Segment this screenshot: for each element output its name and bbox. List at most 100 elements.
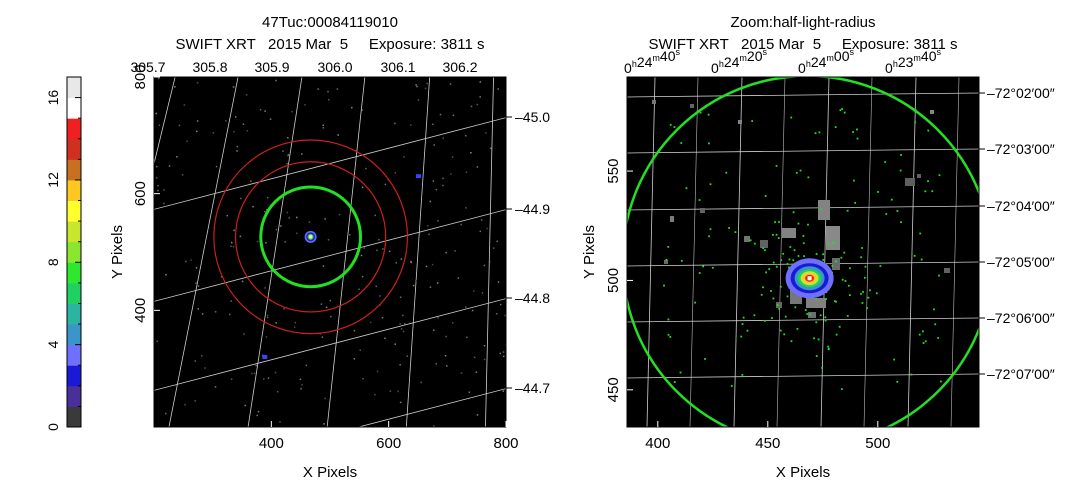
event-dot (854, 201, 857, 204)
event-dot (839, 109, 842, 112)
event-dot (940, 380, 942, 383)
y-tick-label: 550 (605, 159, 622, 184)
event-dot (893, 358, 896, 361)
colorbar-swatch (67, 138, 81, 160)
background-event (460, 223, 463, 226)
background-event (382, 248, 384, 250)
event-dot (772, 297, 775, 300)
event-dot (799, 169, 802, 172)
background-event (486, 227, 488, 230)
background-event (481, 292, 484, 294)
ra-grid-line (646, 77, 656, 427)
event-dot (910, 373, 913, 376)
event-dot (884, 161, 887, 163)
panel-zoom-y-ticks: 450 500 550 (605, 159, 633, 402)
background-event (186, 140, 188, 143)
background-event (361, 109, 363, 111)
panel-zoom-dec-ticks: –72°02′00″ –72°03′00″ –72°04′00″ –72°05′00″… (979, 85, 1055, 382)
background-event (485, 132, 487, 134)
background-event (353, 358, 356, 360)
background-event (317, 88, 319, 90)
gray-pixel (738, 120, 742, 124)
background-event (425, 265, 428, 268)
ra-tick-label: 305.8 (192, 59, 227, 75)
background-event (376, 370, 379, 373)
background-event (420, 381, 422, 384)
background-event (465, 134, 467, 137)
event-dot (937, 337, 940, 339)
event-dot (765, 271, 768, 274)
y-tick-label: 800 (132, 64, 149, 89)
event-dot (802, 235, 805, 237)
background-event (196, 81, 199, 84)
background-event (230, 378, 233, 380)
event-dot (698, 272, 701, 274)
background-event (158, 124, 161, 127)
event-dot (856, 137, 859, 140)
event-dot (824, 316, 827, 319)
background-event (239, 235, 242, 238)
event-dot (822, 253, 825, 256)
gray-pixel (760, 240, 768, 248)
ra-grid-line (907, 77, 917, 427)
colorbar-ticks: 0 4 8 12 16 (45, 90, 81, 431)
background-event (275, 228, 278, 231)
background-event (214, 311, 217, 313)
gray-pixel (670, 216, 674, 222)
event-dot (771, 233, 774, 236)
background-event (264, 287, 266, 289)
panel-full-y-label: Y Pixels (109, 225, 126, 279)
background-event (233, 130, 235, 133)
background-event (279, 421, 281, 423)
event-dot (709, 228, 712, 231)
background-event (286, 162, 288, 165)
background-event (442, 137, 445, 139)
event-dot (770, 289, 772, 292)
background-event (424, 87, 427, 90)
background-event (452, 114, 455, 117)
panel-zoom: Zoom:half-light-radius SWIFT XRT 2015 Ma… (581, 14, 1055, 481)
event-dot (824, 319, 827, 322)
background-event (283, 307, 285, 310)
event-dot (679, 371, 682, 374)
colorbar-swatch (67, 282, 81, 304)
event-dot (778, 308, 781, 310)
background-event (349, 234, 351, 236)
event-dot (831, 265, 834, 267)
event-dot (931, 190, 934, 193)
colorbar-swatch (67, 200, 81, 222)
gray-pixel (905, 178, 915, 186)
event-dot (734, 231, 737, 233)
background-event (265, 336, 268, 338)
event-dot (924, 340, 927, 343)
background-event (266, 196, 269, 199)
background-event (374, 214, 376, 217)
event-dot (764, 249, 766, 252)
event-dot (819, 208, 822, 210)
ra-tick-label: 0h24m40s (624, 47, 680, 76)
event-dot (835, 300, 837, 303)
background-event (225, 120, 227, 122)
gray-pixel (808, 312, 816, 318)
background-event (476, 103, 479, 106)
background-event (276, 390, 279, 393)
dec-grid-line (154, 117, 506, 210)
event-dot (896, 380, 899, 383)
background-event (294, 321, 297, 324)
background-event (197, 285, 200, 287)
source-peak-pixel (807, 276, 812, 281)
event-dot (866, 307, 868, 310)
background-event (444, 354, 447, 357)
background-event (236, 150, 238, 152)
secondary-source (262, 355, 268, 359)
event-dot (786, 295, 789, 298)
background-event (479, 81, 482, 83)
event-dot (780, 259, 783, 262)
event-dot (786, 263, 789, 265)
event-dot (818, 131, 821, 134)
background-event (184, 403, 186, 406)
background-event (291, 110, 293, 113)
event-dot (667, 333, 670, 336)
background-event (155, 177, 158, 179)
background-event (465, 171, 468, 174)
